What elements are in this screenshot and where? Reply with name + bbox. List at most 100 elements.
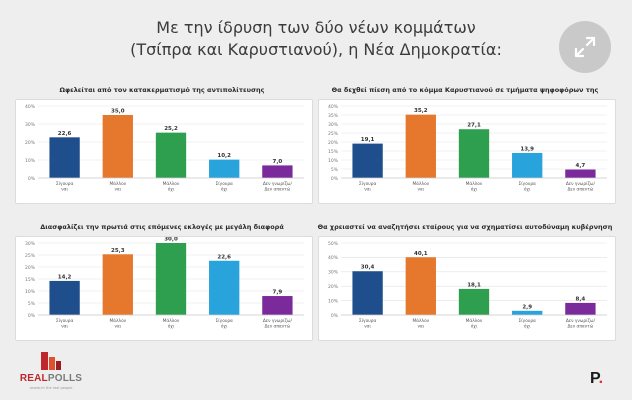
chart-title: Θα δεχθεί πίεση από το κόμμα Καρυστιανού… <box>331 86 599 94</box>
x-tick-label: Μάλλον <box>109 317 126 324</box>
bar-chart-1: 0%10%20%30%40%22,6Σίγουραναι35,0Μάλλοννα… <box>25 104 304 193</box>
chart-title: Ωφελείται από τον κατακερματισμό της αντ… <box>59 86 265 94</box>
x-tick-label: Σίγουρα <box>519 317 537 324</box>
expand-button[interactable] <box>559 21 611 73</box>
x-tick-label: ναι <box>364 325 371 330</box>
data-label: 10,2 <box>217 153 231 159</box>
chart-title: Θα χρειαστεί να αναζητήσει εταίρους για … <box>317 223 613 231</box>
x-tick-label: Δεν γνωρίζω/ <box>263 317 293 324</box>
bar <box>405 257 436 315</box>
x-tick-label: Δεν γνωρίζω/ <box>566 317 596 324</box>
chart-box: 0% 5% 10% 15% 20% 25% 30% 14,2 Σίγουρα ναι 25,3 Μάλ… <box>15 236 313 341</box>
bar <box>155 243 187 315</box>
y-tick-label: 15% <box>328 149 339 155</box>
y-tick-label: 5% <box>331 167 339 173</box>
x-tick-label: ναι <box>114 188 121 193</box>
chart-panel-1: Ωφελείται από τον κατακερματισμό της αντ… <box>11 86 313 204</box>
x-tick-label: όχι <box>168 323 175 330</box>
x-tick-label: Δεν απαντώ <box>264 186 290 193</box>
y-tick-label: 10% <box>328 158 339 164</box>
expand-arrows-icon <box>574 36 596 58</box>
x-tick-label: όχι <box>221 186 228 193</box>
x-tick-label: Μάλλον <box>163 180 180 187</box>
x-tick-label: Σίγουρα <box>216 317 234 324</box>
y-tick-label: 40% <box>25 104 36 110</box>
data-label: 27,1 <box>467 123 481 129</box>
data-label: 7,0 <box>273 159 283 165</box>
data-label: 14,2 <box>58 274 72 280</box>
bar <box>565 302 596 315</box>
x-tick-label: Μάλλον <box>466 317 483 324</box>
data-label: 8,4 <box>576 296 586 302</box>
x-tick-label: Δεν απαντώ <box>567 186 593 193</box>
x-tick-label: Μάλλον <box>412 317 429 324</box>
bar <box>352 143 383 178</box>
bar <box>49 137 80 178</box>
data-label: 19,1 <box>361 137 375 143</box>
chart-panel-2: Θα δεχθεί πίεση από το κόμμα Καρυστιανού… <box>314 86 616 204</box>
chart-panel-3: Διασφαλίζει την πρωτιά στις επόμενες εκλ… <box>11 223 313 341</box>
data-label: 22,6 <box>58 131 72 137</box>
y-tick-label: 30% <box>328 270 339 276</box>
chart-box: 0% 10% 20% 30% 40% 50% 30,4 Σίγουρα ναι 40,1 Μάλλο… <box>318 236 616 341</box>
y-tick-label: 10% <box>328 298 339 304</box>
y-tick-label: 0% <box>28 176 36 182</box>
brand-polls: POLLS <box>47 373 83 384</box>
y-tick-label: 20% <box>25 265 36 271</box>
bar-chart-3: 0%5%10%15%20%25%30%14,2Σίγουραναι25,3Μάλ… <box>25 237 304 330</box>
bar <box>405 114 436 178</box>
data-label: 7,9 <box>273 290 283 296</box>
data-label: 4,7 <box>576 163 586 169</box>
bar <box>155 132 187 178</box>
x-tick-label: Σίγουρα <box>56 317 74 324</box>
data-label: 13,9 <box>520 146 534 152</box>
y-tick-label: 40% <box>328 104 339 110</box>
x-tick-label: ναι <box>364 188 371 193</box>
chart-box: 0% 10% 20% 30% 40% 22,6 Σίγουρα ναι 35,0 Μάλλον να… <box>15 99 313 204</box>
y-tick-label: 35% <box>328 113 339 119</box>
realpolls-wordmark: REALPOLLS <box>16 373 86 384</box>
x-tick-label: Δεν γνωρίζω/ <box>263 180 293 187</box>
y-tick-label: 30% <box>25 122 36 128</box>
x-tick-label: Μάλλον <box>163 317 180 324</box>
y-tick-label: 20% <box>25 140 36 146</box>
brand-tagline: research the real people <box>29 386 73 390</box>
x-tick-label: Δεν γνωρίζω/ <box>566 180 596 187</box>
x-tick-label: Σίγουρα <box>216 180 234 187</box>
x-tick-label: ναι <box>417 188 424 193</box>
x-tick-label: Μάλλον <box>466 180 483 187</box>
data-label: 40,1 <box>414 251 428 257</box>
x-tick-label: ναι <box>114 325 121 330</box>
x-tick-label: όχι <box>524 186 531 193</box>
y-tick-label: 25% <box>328 131 339 137</box>
x-tick-label: Μάλλον <box>109 180 126 187</box>
data-label: 25,3 <box>111 248 125 254</box>
chart-panel-4: Θα χρειαστεί να αναζητήσει εταίρους για … <box>314 223 616 341</box>
y-tick-label: 50% <box>328 241 339 247</box>
x-tick-label: Δεν απαντώ <box>567 323 593 330</box>
bar <box>262 165 293 178</box>
bar <box>512 152 543 178</box>
bar <box>458 288 490 315</box>
y-tick-label: 0% <box>331 176 339 182</box>
data-label: 2,9 <box>522 304 532 310</box>
x-tick-label: όχι <box>168 186 175 193</box>
data-label: 35,0 <box>111 109 125 115</box>
y-tick-label: 0% <box>28 313 36 319</box>
header-title-line1: Με την ίδρυση των δύο νέων κομμάτων <box>156 18 476 37</box>
chart-box: 0% 5% 10% 15% 20% 25% 30% 35% 40% 19,1 Σίγουρα ναι 3… <box>318 99 616 204</box>
y-tick-label: 15% <box>25 277 36 283</box>
y-tick-label: 10% <box>25 158 36 164</box>
y-tick-label: 20% <box>328 140 339 146</box>
data-label: 35,2 <box>414 108 428 114</box>
data-label: 25,2 <box>164 126 178 132</box>
bar <box>565 169 596 178</box>
realpolls-logo-icon <box>41 352 61 370</box>
publisher-letter: P <box>590 370 599 387</box>
data-label: 22,6 <box>217 254 231 260</box>
bar <box>512 310 543 315</box>
x-tick-label: Σίγουρα <box>56 180 74 187</box>
y-tick-label: 30% <box>328 122 339 128</box>
bar <box>49 280 80 315</box>
bar <box>209 260 240 315</box>
